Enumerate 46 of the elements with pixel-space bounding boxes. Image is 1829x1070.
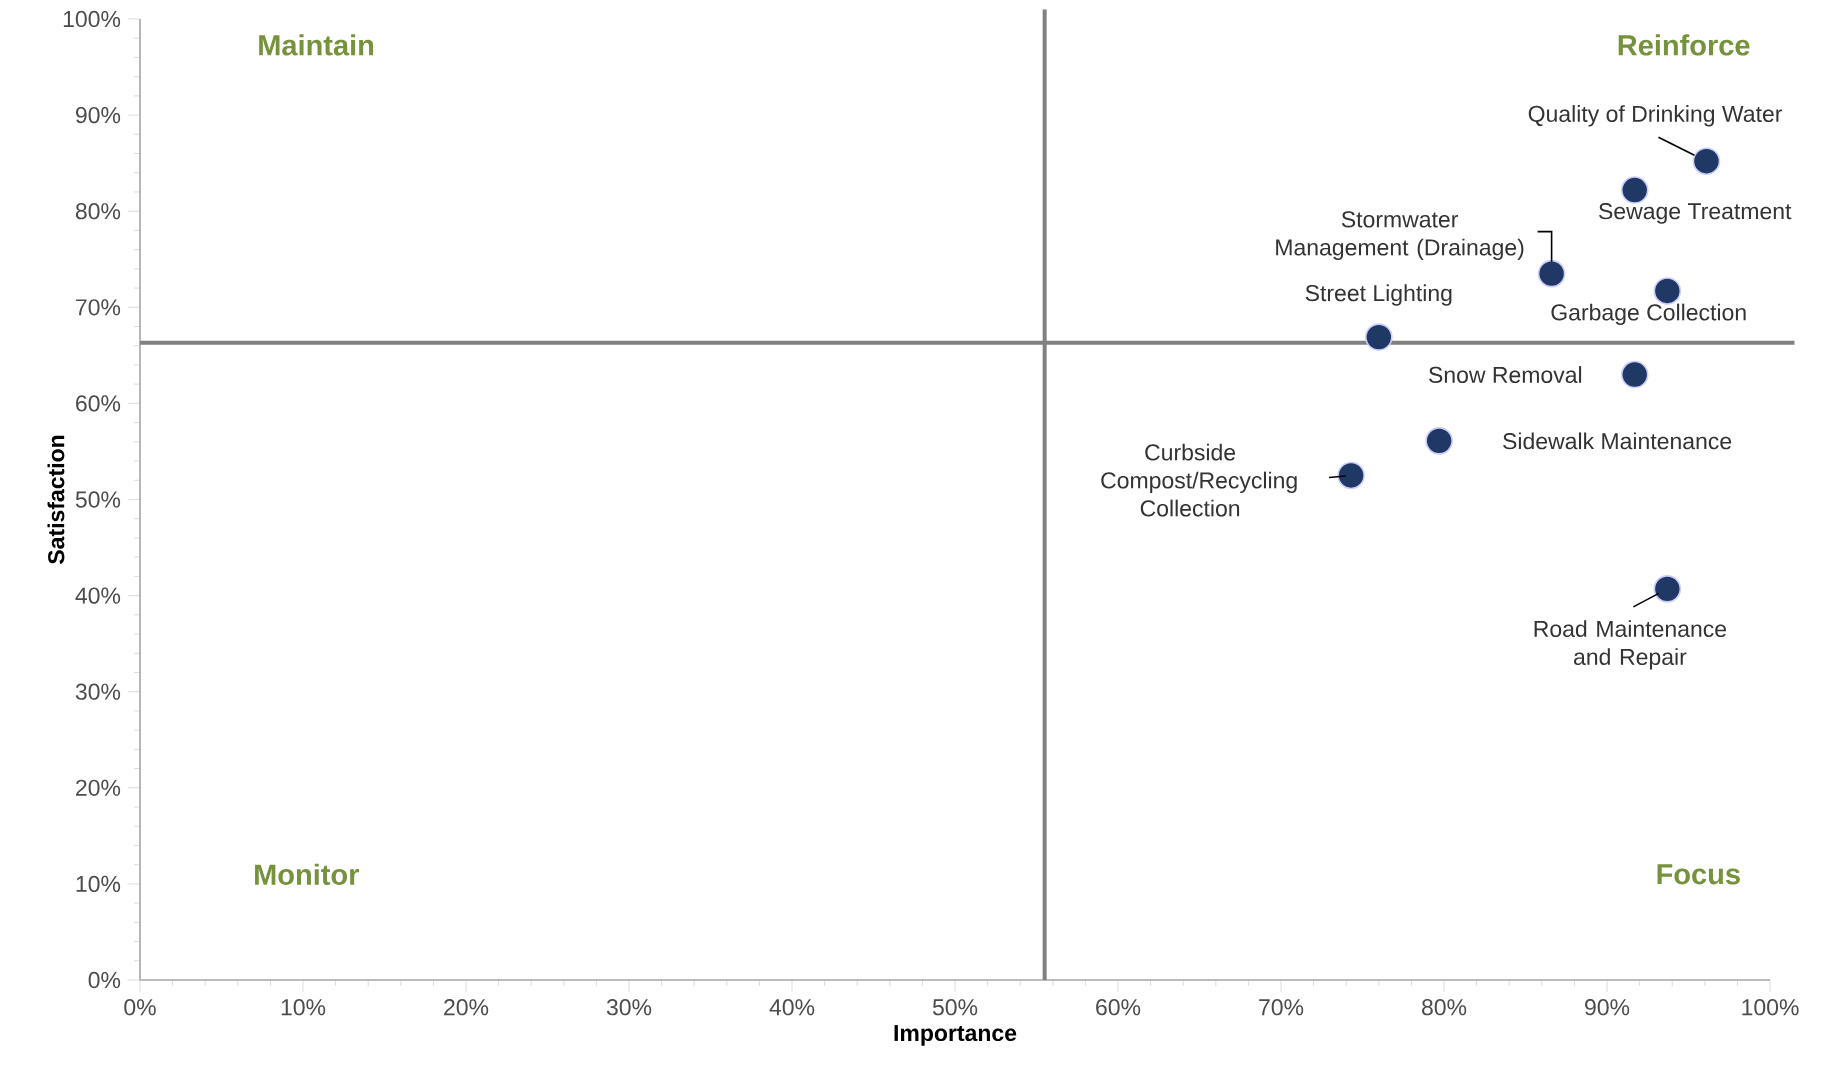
annotation: Reinforce — [1618, 34, 1750, 56]
point — [1337, 461, 1365, 490]
y-axis-title: Satisfaction — [47, 435, 65, 565]
y-tick-label: 10% — [76, 875, 121, 893]
annotation: Garbage Collection — [1551, 303, 1746, 326]
x-tick-label: 100% — [1742, 999, 1799, 1016]
annotation: Road Maintenance and Repair — [1534, 620, 1727, 670]
point — [1365, 323, 1393, 351]
y-tick-label: 100% — [63, 10, 121, 28]
y-tick-label: 60% — [76, 395, 121, 412]
x-tick-label: 50% — [932, 999, 978, 1016]
point — [1653, 575, 1682, 603]
x-tick-label: 30% — [606, 999, 652, 1016]
annotation: Quality of Drinking Water — [1528, 105, 1783, 127]
point — [1620, 360, 1649, 389]
point — [1620, 176, 1649, 204]
y-tick-label: 50% — [75, 491, 121, 508]
point — [1692, 147, 1721, 176]
x-tick-label: 20% — [444, 999, 489, 1016]
x-tick-label: 90% — [1585, 999, 1630, 1016]
annotation: Street Lighting — [1305, 284, 1452, 306]
y-tick-label: 40% — [75, 587, 121, 604]
annotation: Stormwater Management (Drainage) — [1276, 211, 1524, 261]
point — [1653, 277, 1682, 305]
annotation: Focus — [1657, 864, 1740, 885]
y-tick-label: 70% — [76, 299, 121, 316]
annotation: Maintain — [259, 34, 374, 56]
y-tick-label: 20% — [76, 779, 121, 796]
point — [1425, 427, 1453, 455]
x-tick-label: 0% — [124, 999, 156, 1016]
x-axis-title: Importance — [894, 1025, 1017, 1046]
y-tick-label: 0% — [88, 971, 121, 989]
annotation: Snow Removal — [1429, 366, 1582, 383]
x-tick-label: 40% — [769, 999, 815, 1016]
y-tick-label: 90% — [75, 106, 121, 124]
y-tick-label: 80% — [75, 203, 121, 220]
x-tick-label: 10% — [281, 999, 326, 1016]
point — [1537, 259, 1566, 288]
x-tick-label: 70% — [1259, 999, 1304, 1016]
x-tick-label: 60% — [1096, 999, 1141, 1016]
x-tick-label: 80% — [1422, 999, 1467, 1016]
annotation: Curbside Compost/Recycling Collection — [1101, 443, 1297, 517]
annotation: Sidewalk Maintenance — [1503, 432, 1732, 450]
annotation: Sewage Treatment — [1599, 203, 1792, 224]
y-tick-label: 30% — [75, 683, 121, 700]
annotation: Monitor — [255, 863, 360, 885]
